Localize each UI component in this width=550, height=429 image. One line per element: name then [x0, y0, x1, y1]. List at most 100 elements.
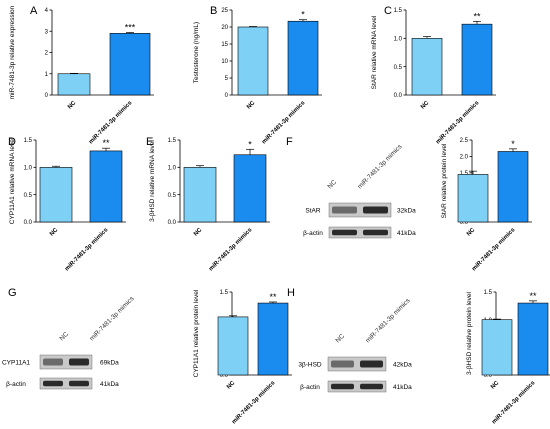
x-tick-label: NC — [49, 227, 60, 238]
y-tick-label: 0.0 — [460, 220, 469, 226]
y-tick-label: 2 — [45, 51, 49, 57]
western-blot-h: H NC miR-7481-3p mimics 3β-HSD 42kDa β-actin 4… — [287, 287, 412, 393]
y-tick-label: 1.5 — [168, 138, 177, 144]
bar-mimics — [109, 33, 151, 96]
y-tick-label: 1.5 — [24, 138, 33, 144]
chart-c: C StAR relative mRNA level 0.0 0.5 1.0 1.5 NC m… — [371, 5, 496, 145]
protein-label: StAR — [305, 208, 320, 215]
x-tick-label: miR-7481-3p mimics — [88, 100, 134, 146]
chart-e: E3-βHSD relative mRNA level 0.0 0.5 1.0 1.5 N… — [146, 136, 270, 272]
western-blot-g: G NC miR-7481-3p mimics CYP11A1 69kDa β-actin… — [2, 287, 136, 390]
chart-f: StAR relative protein level0.00.51.01.52… — [441, 138, 532, 272]
x-tick-label: NC — [67, 100, 78, 111]
y-tick-label: 25 — [221, 8, 228, 14]
y-tick-label: 0.5 — [394, 65, 403, 71]
x-tick-label: NC — [420, 100, 431, 111]
y-axis-label: Testosterone (ng/mL) — [193, 22, 200, 83]
y-tick-label: 0 — [45, 93, 49, 99]
bar-mimics — [89, 150, 123, 223]
molecular-weight-label: 41kDa — [393, 384, 412, 391]
y-tick-label: 1.0 — [168, 166, 177, 172]
panel-label: H — [287, 287, 295, 299]
bar-nc — [183, 167, 217, 223]
significance-label: * — [248, 139, 252, 149]
lane-label: NC — [326, 179, 338, 191]
y-axis-label: CYP11A1 relative protein level — [193, 289, 200, 377]
molecular-weight-label: 41kDa — [100, 381, 119, 388]
y-tick-label: 0.5 — [168, 193, 177, 199]
bar-mimics — [257, 302, 289, 376]
y-tick-label: 0.0 — [394, 93, 403, 99]
y-axis-label: CYP11A1 relative mRNA level — [9, 137, 16, 224]
y-tick-label: 0.0 — [220, 373, 229, 379]
y-axis-label: 3-βHSD relative protein level — [466, 292, 473, 375]
y-tick-label: 20 — [221, 25, 228, 31]
x-tick-label: NC — [466, 227, 477, 238]
bar-mimics — [233, 154, 267, 223]
y-tick-label: 2.5 — [460, 138, 469, 144]
chart-g: CYP11A1 relative protein level0.00.51.01… — [193, 289, 292, 425]
x-tick-label: miR-7481-3p mimics — [435, 100, 481, 146]
blot-strip — [327, 380, 387, 393]
y-tick-label: 0 — [225, 93, 229, 99]
y-tick-label: 10 — [221, 59, 228, 65]
blot-band — [363, 206, 388, 214]
y-tick-label: 1.5 — [460, 171, 469, 177]
x-tick-label: miR-7481-3p mimics — [64, 227, 110, 273]
bar-mimics — [461, 23, 493, 96]
blot-band — [43, 358, 63, 366]
chart-b: B Testosterone (ng/mL) 0 5 10 15 20 25 NC miR-748… — [193, 5, 322, 145]
y-tick-label: 0.5 — [24, 193, 33, 199]
x-tick-label: NC — [193, 227, 204, 238]
y-tick-label: 1.0 — [24, 166, 33, 172]
blot-band — [360, 383, 383, 390]
y-tick-label: 5 — [225, 76, 229, 82]
bar-nc — [481, 319, 513, 376]
significance-label: * — [511, 139, 515, 149]
y-axis-label: miR-7481-3p relative expression — [9, 5, 16, 99]
panel-label: D — [8, 136, 16, 148]
bar-nc — [237, 26, 269, 96]
y-axis-label: StAR relative mRNA level — [371, 15, 378, 89]
significance-label: ** — [473, 11, 481, 21]
significance-label: ** — [529, 291, 537, 301]
bar-nc — [457, 174, 489, 223]
panel-label: B — [210, 5, 217, 17]
molecular-weight-label: 41kDa — [397, 230, 416, 237]
protein-label: β-actin — [303, 230, 323, 237]
bar-mimics — [287, 20, 319, 96]
bar-mimics — [517, 302, 549, 376]
blot-band — [43, 380, 63, 387]
y-tick-label: 0.0 — [24, 220, 33, 226]
blot-band — [332, 206, 357, 214]
panel-label: C — [384, 5, 392, 17]
x-tick-label: miR-7481-3p mimics — [261, 100, 307, 146]
x-tick-label: miR-7481-3p mimics — [231, 380, 277, 426]
lane-label: NC — [58, 331, 70, 343]
bar-nc — [57, 73, 91, 96]
blot-band — [69, 358, 89, 366]
protein-label: 3β-HSD — [298, 362, 322, 369]
chart-h: 3-βHSD relative protein level0.00.51.01.… — [466, 290, 550, 425]
blot-strip — [39, 377, 93, 390]
y-tick-label: 0.0 — [484, 373, 493, 379]
protein-label: CYP11A1 — [2, 360, 30, 367]
x-tick-label: miR-7481-3p mimics — [471, 227, 517, 273]
y-tick-label: 1 — [45, 72, 49, 78]
bar-nc — [411, 38, 443, 96]
y-tick-label: 1.5 — [484, 290, 493, 296]
y-axis-label: 3-βHSD relative mRNA level — [149, 140, 156, 222]
blot-band — [69, 380, 89, 387]
western-blot-f: F NC miR-7481-3p mimics StAR 32kDa β-actin 41k… — [286, 136, 416, 239]
y-tick-label: 4 — [45, 8, 49, 14]
molecular-weight-label: 42kDa — [393, 362, 412, 369]
blot-band — [331, 383, 354, 390]
lane-label: NC — [334, 333, 346, 345]
lane-label: miR-7481-3p mimics — [364, 297, 412, 345]
blot-band — [332, 229, 357, 236]
x-tick-label: miR-7481-3p mimics — [208, 227, 254, 273]
x-tick-label: NC — [226, 380, 237, 391]
blot-band — [363, 229, 388, 236]
